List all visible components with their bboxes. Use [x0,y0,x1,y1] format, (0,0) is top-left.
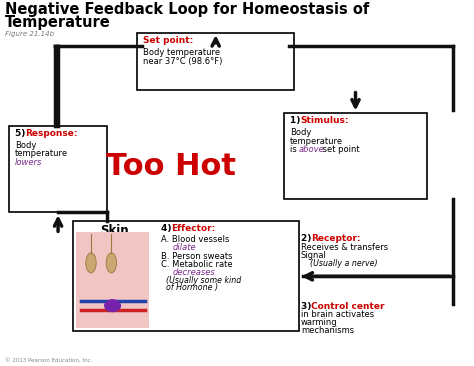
Text: Response:: Response: [26,129,78,138]
Text: above: above [299,145,324,154]
Ellipse shape [86,253,96,273]
Text: (Usually some kind: (Usually some kind [166,276,241,285]
Text: Set point:: Set point: [143,36,193,45]
Ellipse shape [106,253,117,273]
Text: mechanisms: mechanisms [301,326,354,336]
Text: near 37°C (98.6°F): near 37°C (98.6°F) [143,57,222,66]
Text: in brain activates: in brain activates [301,310,374,320]
Text: dilate: dilate [173,243,197,253]
FancyBboxPatch shape [137,33,294,90]
Text: Receives & transfers: Receives & transfers [301,243,388,253]
Text: Figure 21.14b: Figure 21.14b [5,31,54,37]
Text: temperature: temperature [15,149,68,158]
Text: Skin: Skin [100,224,129,238]
Text: Body: Body [290,128,311,137]
Text: Signal: Signal [301,251,327,261]
Text: C. Metabolic rate: C. Metabolic rate [161,260,233,269]
Text: Body temperature: Body temperature [143,48,220,57]
Text: lowers: lowers [15,158,43,167]
Text: temperature: temperature [290,137,343,146]
Text: 3): 3) [301,302,314,311]
Text: Receptor:: Receptor: [311,234,361,243]
FancyBboxPatch shape [73,221,299,331]
FancyBboxPatch shape [284,113,427,199]
Text: warming: warming [301,318,337,328]
Text: set point: set point [320,145,360,154]
Text: Effector:: Effector: [172,224,216,234]
Text: 4): 4) [161,224,175,234]
FancyBboxPatch shape [76,232,149,328]
Text: Temperature: Temperature [5,15,110,30]
Text: of Hormone ): of Hormone ) [166,283,218,292]
Text: (Usually a nerve): (Usually a nerve) [310,259,377,269]
Text: is: is [290,145,300,154]
Text: Too Hot: Too Hot [106,152,236,181]
Text: B. Person sweats: B. Person sweats [161,252,233,261]
Text: © 2013 Pearson Education, Inc.: © 2013 Pearson Education, Inc. [5,357,92,362]
FancyBboxPatch shape [9,126,107,212]
Text: 1): 1) [290,116,303,126]
Text: 5): 5) [15,129,28,138]
Text: Control center: Control center [311,302,385,311]
Text: 2): 2) [301,234,314,243]
Text: decreases: decreases [173,268,216,277]
Text: Body: Body [15,141,36,150]
Text: Negative Feedback Loop for Homeostasis of: Negative Feedback Loop for Homeostasis o… [5,2,369,17]
Text: A. Blood vessels: A. Blood vessels [161,235,229,244]
Text: Stimulus:: Stimulus: [301,116,349,126]
Circle shape [104,299,121,312]
